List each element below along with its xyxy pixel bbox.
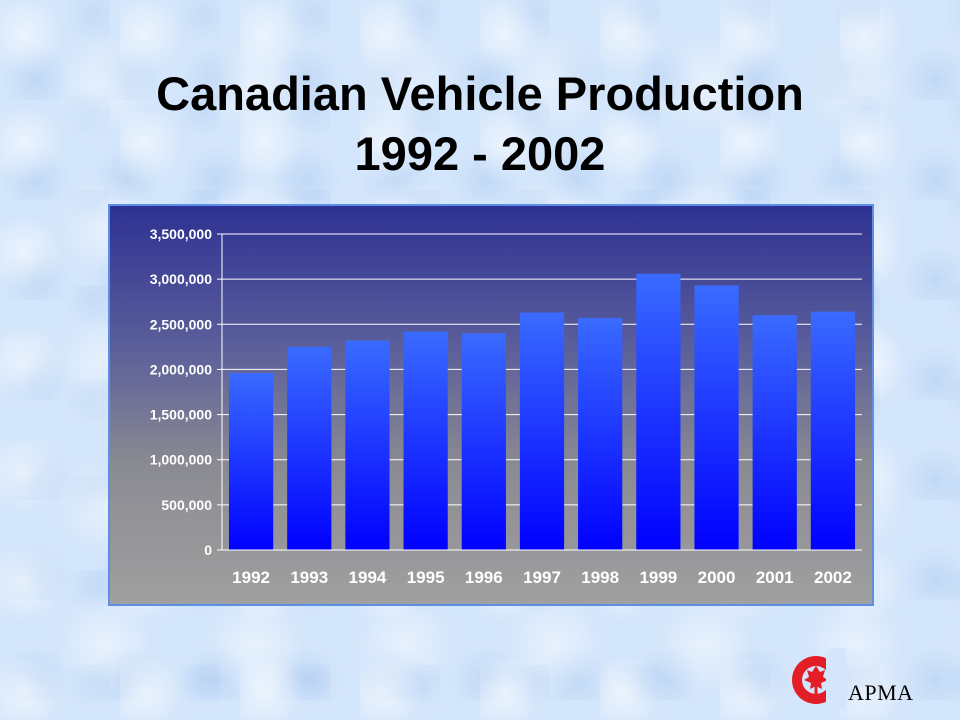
bar-1992 xyxy=(228,373,274,550)
bar-1994 xyxy=(345,340,390,550)
x-tick-label: 1993 xyxy=(290,568,328,587)
apma-logo-icon xyxy=(792,648,846,710)
y-tick-label: 3,500,000 xyxy=(150,226,212,242)
bar-1997 xyxy=(519,312,565,550)
y-tick-label: 2,500,000 xyxy=(150,316,212,332)
bar-2002 xyxy=(810,311,856,550)
bar-1996 xyxy=(461,333,506,550)
y-tick-label: 0 xyxy=(204,542,212,558)
y-tick-label: 500,000 xyxy=(161,497,212,513)
slide-title: Canadian Vehicle Production 1992 - 2002 xyxy=(0,64,960,184)
bar-2000 xyxy=(694,285,739,550)
title-line-1: Canadian Vehicle Production xyxy=(156,67,804,120)
x-tick-label: 1995 xyxy=(407,568,445,587)
x-tick-label: 1997 xyxy=(523,568,561,587)
x-tick-label: 1999 xyxy=(639,568,677,587)
title-line-2: 1992 - 2002 xyxy=(354,127,606,180)
bar-2001 xyxy=(752,315,797,550)
logo-text: APMA xyxy=(848,680,914,705)
x-tick-label: 1994 xyxy=(349,568,387,587)
bar-1998 xyxy=(578,317,623,550)
x-tick-label: 1996 xyxy=(465,568,503,587)
bar-1999 xyxy=(636,273,681,550)
x-tick-label: 2000 xyxy=(698,568,736,587)
chart-area: 0 500,000 1,000,000 1,500,000 2,000,000 2,500… xyxy=(108,204,874,606)
y-tick-label: 3,000,000 xyxy=(150,271,212,287)
x-tick-label: 2001 xyxy=(756,568,794,587)
y-tick-label: 1,000,000 xyxy=(150,452,212,468)
bar-1993 xyxy=(287,346,332,550)
x-tick-label: 2002 xyxy=(814,568,852,587)
bar-chart: 0 500,000 1,000,000 1,500,000 2,000,000 2,500… xyxy=(150,226,862,587)
y-tick-label: 2,000,000 xyxy=(150,361,212,377)
x-tick-label: 1992 xyxy=(232,568,270,587)
bar-1995 xyxy=(403,331,448,550)
x-tick-label: 1998 xyxy=(581,568,619,587)
y-tick-label: 1,500,000 xyxy=(150,407,212,423)
